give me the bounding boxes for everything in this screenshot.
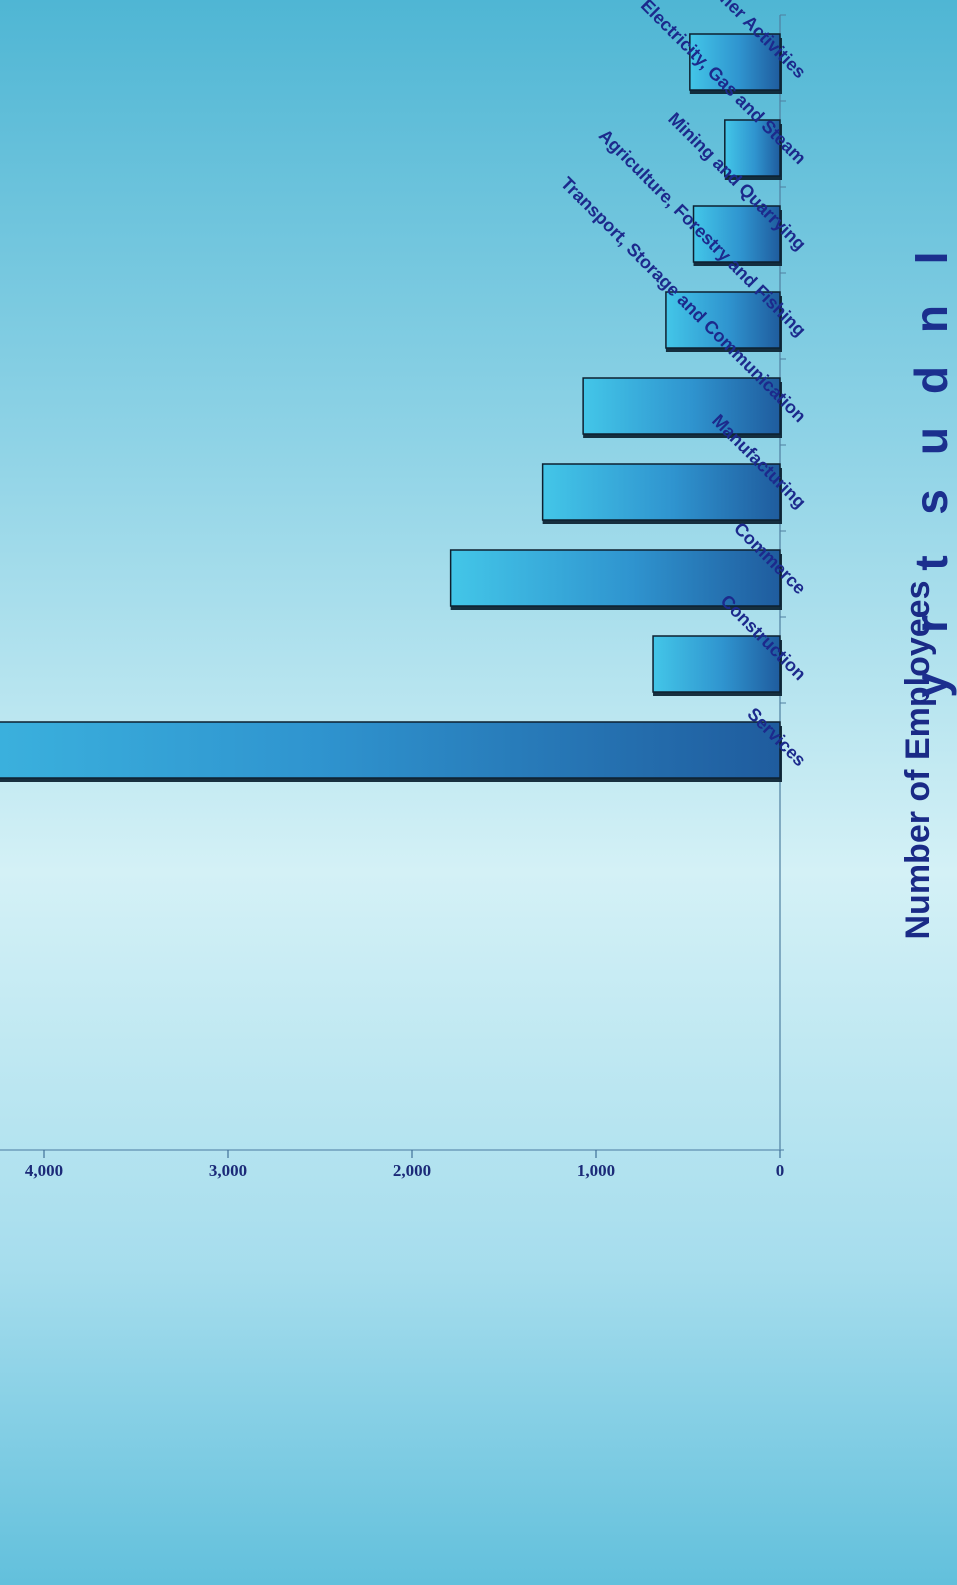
value-tick-label: 0	[776, 1161, 785, 1180]
bar-group	[724, 100, 786, 180]
value-tick-label: 2,000	[393, 1161, 431, 1180]
bar	[0, 721, 781, 779]
value-tick-label: 4,000	[25, 1161, 63, 1180]
bar	[665, 291, 781, 349]
bar	[541, 463, 781, 521]
value-tick-label: 3,000	[209, 1161, 247, 1180]
bar	[652, 635, 781, 693]
bar-group	[692, 186, 786, 266]
y-axis-title-letter: u	[905, 427, 957, 455]
y-axis-title-letter: I	[905, 252, 957, 265]
value-tick-label: 1,000	[577, 1161, 615, 1180]
y-axis-title-letter: r	[905, 615, 957, 633]
bar-group	[541, 444, 786, 524]
bar	[689, 33, 781, 91]
bar	[724, 119, 781, 177]
bar	[449, 549, 781, 607]
bar-group	[689, 14, 786, 94]
x-axis-title: Number of Employees	[899, 581, 937, 940]
bar	[692, 205, 781, 263]
y-axis-title-letter: t	[905, 555, 957, 570]
y-axis-title-letter: s	[905, 489, 957, 515]
bar-group	[652, 616, 786, 696]
bar-group	[665, 272, 786, 352]
y-axis-title-letter: y	[905, 672, 957, 698]
bar	[582, 377, 781, 435]
bar-group	[449, 530, 786, 610]
category-label: Electricity, Gas and Steam	[637, 0, 810, 168]
y-axis-title-letter: d	[905, 366, 957, 394]
y-axis-title-letter: n	[905, 305, 957, 333]
bar-group	[0, 702, 786, 782]
bar-group	[582, 358, 786, 438]
